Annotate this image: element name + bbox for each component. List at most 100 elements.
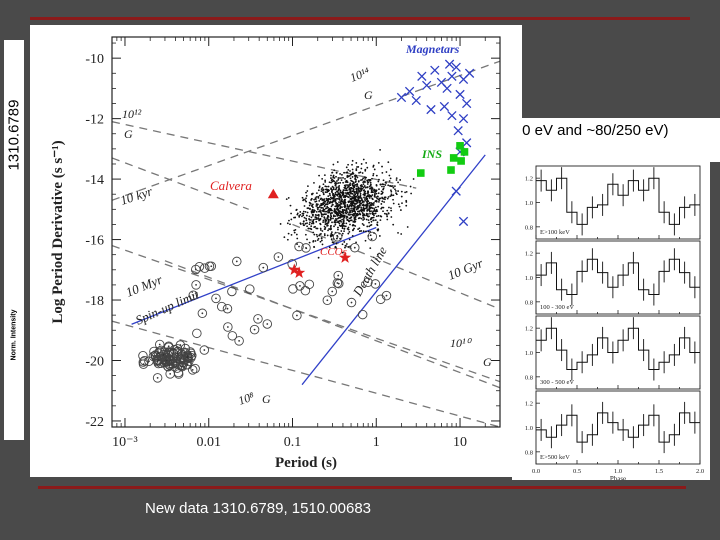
magnetar-point <box>458 216 469 227</box>
pulsar-point <box>322 191 324 194</box>
pulsar-point <box>334 223 337 226</box>
calvera-label: Calvera <box>210 178 252 193</box>
pulsar-point <box>325 185 328 188</box>
lc-y-tick-label: 0.8 <box>525 374 533 381</box>
pulsar-point <box>363 214 365 216</box>
pulsar-point <box>399 209 402 211</box>
pulsar-point <box>371 211 374 214</box>
pulsar-point <box>375 208 378 211</box>
calvera-point <box>267 188 279 199</box>
msp-point <box>177 360 187 371</box>
pulsar-point <box>331 185 334 188</box>
pulsar-point <box>330 177 332 179</box>
pulsar-point <box>347 232 350 235</box>
pulsar-point <box>334 182 336 185</box>
pulsar-point <box>373 202 375 204</box>
msp-point <box>154 355 164 365</box>
magnetars-label: Magnetars <box>405 42 460 56</box>
pulsar-point <box>324 191 327 194</box>
pulsar-point <box>340 197 343 199</box>
pulsar-point <box>315 200 318 203</box>
pulsar-point <box>340 179 343 182</box>
pulsar-point <box>384 198 386 201</box>
pulsar-point <box>333 195 336 198</box>
pulsar-point <box>339 207 342 210</box>
pulsar-point <box>305 191 307 194</box>
pulsar-point <box>349 182 352 185</box>
pulsar-point <box>352 224 355 227</box>
msp-point <box>192 328 202 339</box>
pulsar-point <box>389 177 392 180</box>
pulsar-point <box>306 190 309 192</box>
caption: New data 1310.6789, 1510.00683 <box>145 500 372 517</box>
pulsar-point <box>337 182 340 184</box>
magnetar-point <box>439 101 450 112</box>
pulsar-point <box>337 208 340 211</box>
msp-point-dot <box>156 360 159 363</box>
pulsar-point <box>326 201 329 204</box>
x-tick-label: 0.01 <box>196 435 221 450</box>
energy-note: ~50 eV and ~80/250 eV) <box>505 122 669 139</box>
pulsar-point <box>329 198 332 201</box>
pulsar-point <box>356 210 359 213</box>
pulsar-point <box>328 210 330 212</box>
msp-point <box>304 279 315 290</box>
pulsar-point <box>375 196 378 199</box>
energy-note-panel <box>505 118 720 162</box>
pulsar-point <box>323 174 326 177</box>
pulsar-point <box>385 213 388 215</box>
pulsar-point <box>355 175 358 177</box>
pulsar-point <box>390 190 393 193</box>
pulsar-point <box>339 211 341 213</box>
pulsar-point <box>354 190 356 193</box>
pulsar-point <box>390 209 393 212</box>
pulsar-point <box>365 230 367 233</box>
pulsar-point <box>331 180 334 183</box>
lc-step-line <box>536 327 700 370</box>
pulsar-point <box>400 195 403 198</box>
pulsar-point <box>345 184 347 186</box>
lc-step-line <box>536 177 700 225</box>
pulsar-point <box>369 204 372 206</box>
pulsar-point <box>376 229 379 232</box>
pulsar-point <box>378 235 381 237</box>
pulsar-point <box>360 184 363 186</box>
pulsar-point <box>370 220 373 223</box>
x-axis-label: Period (s) <box>275 455 337 471</box>
field-label-10: 10¹⁰ <box>450 336 473 350</box>
pulsar-point <box>400 233 403 235</box>
pulsar-point <box>318 200 321 202</box>
magnetar-point <box>444 59 455 69</box>
pulsar-point <box>343 203 346 206</box>
msp-point <box>367 231 378 242</box>
pulsar-point <box>319 204 322 207</box>
pulsar-point <box>347 246 350 248</box>
pulsar-point <box>318 174 320 177</box>
pulsar-point <box>323 204 326 207</box>
pulsar-point <box>347 168 350 171</box>
pulsar-point <box>302 214 305 217</box>
lc-y-tick-label: 1.2 <box>525 176 533 183</box>
pulsar-point <box>350 203 353 206</box>
pulsar-point <box>386 215 389 218</box>
magnetar-point <box>453 126 463 136</box>
pulsar-point <box>412 178 415 180</box>
pulsar-point <box>350 186 353 189</box>
msp-point-dot <box>210 265 213 268</box>
msp-point <box>197 308 208 319</box>
pulsar-point <box>366 210 369 212</box>
pulsar-point <box>369 181 372 184</box>
pulsar-point <box>330 231 333 234</box>
magnetar-point <box>447 71 457 81</box>
pulsar-point <box>299 211 302 213</box>
pulsar-point <box>311 192 314 195</box>
pulsar-point <box>344 185 347 188</box>
pulsar-point <box>376 197 379 200</box>
msp-point-dot <box>158 359 160 362</box>
msp-point-dot <box>298 245 300 248</box>
pulsar-point <box>312 231 315 234</box>
pulsar-point <box>354 180 357 183</box>
msp-point <box>222 303 233 314</box>
pulsar-point <box>299 213 302 216</box>
pulsar-point <box>328 192 331 195</box>
